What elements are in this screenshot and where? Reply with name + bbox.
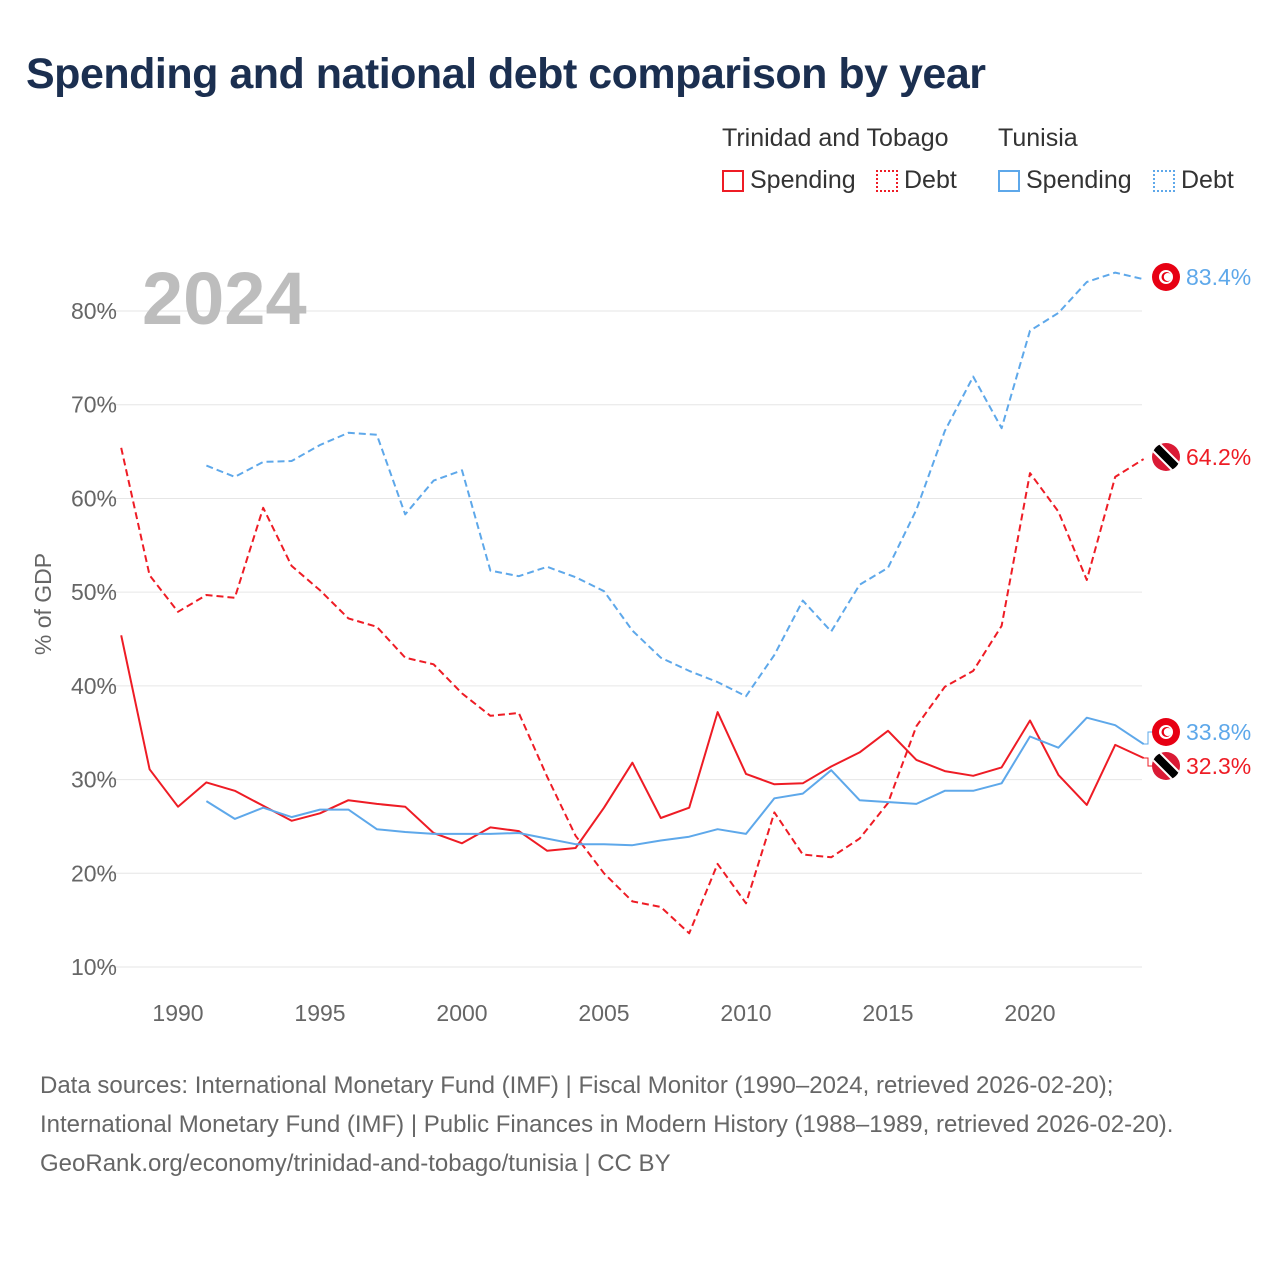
legend-label: Debt [1181,166,1234,194]
legend-label: Spending [750,166,856,194]
y-axis-label: % of GDP [30,553,56,655]
series-line-trinidad-and-tobago-spending [120,635,1145,852]
legend-group-trinidad: Trinidad and Tobago [722,124,949,152]
flag-crescent-cut [1163,728,1172,736]
x-tick-label: 1990 [152,1000,203,1026]
legend-item-tunisia-debt[interactable]: Debt [1153,166,1234,195]
y-tick-label: 80% [71,298,117,324]
flag-crescent-cut [1163,273,1172,281]
legend-label: Spending [1026,166,1132,194]
legend-group-tunisia: Tunisia [998,124,1078,152]
y-tick-label: 40% [71,673,117,699]
x-tick-label: 2000 [436,1000,487,1026]
y-tick-label: 50% [71,579,117,605]
end-connector [1143,757,1152,767]
x-tick-label: 1995 [294,1000,345,1026]
y-tick-label: 20% [71,860,117,886]
end-value-label: 64.2% [1186,444,1251,470]
legend-swatch-dotted [876,169,898,192]
trinidad-and-tobago-flag-icon [1152,752,1180,780]
legend-item-tunisia-spending[interactable]: Spending [998,166,1132,195]
x-tick-label: 2015 [862,1000,913,1026]
sources-link[interactable]: GeoRank.org/economy/trinidad-and-tobago/… [40,1150,671,1177]
end-value-label: 33.8% [1186,719,1251,745]
year-watermark: 2024 [142,257,307,340]
sources-text: Data sources: International Monetary Fun… [40,1072,1174,1138]
legend-swatch-solid [998,169,1020,192]
x-tick-label: 2010 [720,1000,771,1026]
series-line-tunisia-spending [205,716,1145,847]
flag-body [1152,752,1180,780]
x-tick-label: 2005 [578,1000,629,1026]
flag-black-band [1152,443,1180,471]
legend-label: Debt [904,166,957,194]
series-line-tunisia-debt [206,271,1144,698]
x-tick-label: 2020 [1004,1000,1055,1026]
legend-swatch-dotted [1153,169,1175,192]
end-value-label: 32.3% [1186,753,1251,779]
y-tick-label: 60% [71,485,117,511]
chart-title: Spending and national debt comparison by… [26,50,986,98]
y-tick-label: 10% [71,954,117,980]
legend-item-trinidad-spending[interactable]: Spending [722,166,856,195]
series-line-trinidad-and-tobago-debt [120,447,1145,935]
trinidad-and-tobago-flag-icon [1152,443,1180,471]
legend-swatch-solid [722,169,744,192]
end-connector [1143,731,1152,745]
tunisia-flag-icon [1152,263,1180,291]
end-value-label: 83.4% [1186,264,1251,290]
flag-body [1152,443,1180,471]
y-tick-label: 70% [71,392,117,418]
flag-black-band [1152,752,1180,780]
tunisia-flag-icon [1152,718,1180,746]
data-sources: Data sources: International Monetary Fun… [40,1066,1240,1183]
legend-item-trinidad-debt[interactable]: Debt [876,166,957,195]
y-tick-label: 30% [71,767,117,793]
